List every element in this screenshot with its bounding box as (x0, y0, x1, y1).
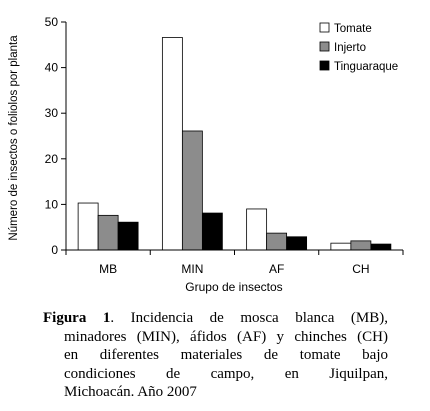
y-axis-title-group: Número de insectos o foliolos por planta (8, 35, 20, 241)
caption-line-5: Michoacán. Año 2007 (64, 384, 197, 400)
bar-tinguaraque-af (286, 236, 308, 251)
caption-text-1: . Incidencia de mosca blanca (MB), (110, 310, 388, 326)
figure-label: Figura 1 (43, 310, 111, 326)
bar-tomate-ch (330, 242, 352, 251)
bar-tinguaraque-min (201, 212, 223, 251)
x-tick-label-mb: MB (99, 262, 117, 276)
legend-swatch-tomate (319, 22, 330, 33)
x-tick-label-ch: CH (352, 262, 369, 276)
caption-line-4: condiciones de campo, en Jiquilpan, (64, 365, 388, 382)
figure-caption: Figura 1. Incidencia de mosca blanca (MB… (43, 309, 388, 402)
y-tick-label: 0 (51, 243, 58, 257)
legend-swatch-injerto (319, 41, 330, 52)
bar-tinguaraque-ch (370, 243, 392, 251)
legend-swatch-tinguaraque (319, 60, 330, 71)
bar-tomate-mb (77, 202, 99, 251)
y-tick-label: 50 (45, 15, 59, 29)
legend-label-injerto: Injerto (334, 42, 366, 54)
x-axis-title: Grupo de insectos (185, 280, 282, 294)
bar-tinguaraque-mb (117, 221, 139, 251)
y-axis-title: Número de insectos o foliolos por planta (8, 35, 20, 241)
bars-layer (77, 37, 392, 251)
x-tick-label-min: MIN (181, 262, 203, 276)
bar-injerto-min (181, 130, 203, 251)
caption-line-2: minadores (MIN), áfidos (AF) y chinches … (64, 328, 388, 345)
bar-injerto-af (266, 232, 288, 251)
bar-injerto-ch (350, 240, 372, 251)
x-tick-label-af: AF (269, 262, 284, 276)
bar-tomate-af (246, 208, 268, 251)
legend-label-tomate: Tomate (334, 23, 372, 35)
y-tick-layer: 0 10 20 30 40 50 (45, 15, 66, 257)
y-tick-label: 10 (45, 197, 59, 211)
bar-injerto-mb (97, 214, 119, 251)
x-tick-layer: MB MIN AF CH (99, 262, 369, 276)
axes-layer (65, 22, 404, 255)
bar-chart: Número de insectos o foliolos por planta… (8, 15, 404, 294)
y-tick-label: 30 (45, 106, 59, 120)
legend-label-tinguaraque: Tinguaraque (334, 61, 398, 73)
bar-tomate-min (161, 37, 183, 251)
caption-line-1: Figura 1. Incidencia de mosca blanca (MB… (43, 309, 388, 328)
y-tick-label: 20 (45, 152, 59, 166)
y-tick-label: 40 (45, 61, 59, 75)
caption-line-3: en diferentes materiales de tomate bajo (64, 347, 388, 363)
legend: Tomate Injerto Tinguaraque (319, 22, 398, 73)
